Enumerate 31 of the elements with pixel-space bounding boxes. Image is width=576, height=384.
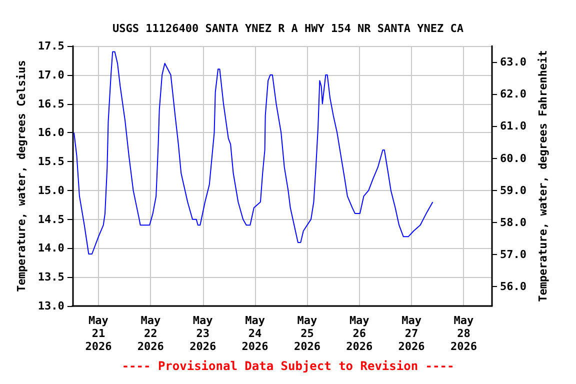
y2-tick-label: 59.0: [500, 184, 526, 197]
y2-tick-label: 56.0: [500, 280, 526, 294]
y-tick-label: 17.0: [38, 68, 64, 82]
y-tick-label: 13.5: [38, 270, 64, 284]
y2-tick-label: 63.0: [500, 56, 526, 69]
x-tick-label: May 23 2026: [190, 314, 216, 353]
y2-tick-label: 58.0: [500, 216, 526, 230]
y2-tick-label: 62.0: [500, 88, 526, 101]
y-axis-title: Temperature, water, degrees Celsius: [15, 60, 28, 292]
x-tick-label: May 22 2026: [137, 314, 164, 353]
x-tick-label: May 24 2026: [242, 314, 269, 353]
x-tick-label: May 27 2026: [398, 314, 426, 353]
y-tick-label: 14.5: [38, 212, 64, 226]
x-tick-label: May 28 2026: [450, 314, 478, 353]
text: ---- Provisional Data Subject to Revision ----: [122, 359, 454, 373]
x-tick-label: May 25 2026: [294, 314, 321, 353]
y-tick-label: 15.0: [38, 184, 64, 197]
y-tick-label: 16.0: [38, 126, 64, 140]
x-tick-label: May 26 2026: [346, 314, 373, 353]
y-tick-label: 15.5: [38, 155, 64, 168]
y2-tick-label: 57.0: [500, 248, 526, 262]
y-tick-label: 13.0: [38, 300, 64, 312]
y-tick-label: 16.5: [38, 97, 64, 110]
y2-tick-label: 60.0: [500, 152, 526, 165]
x-tick-label: May 21 2026: [85, 314, 112, 353]
y2-tick-label: 61.0: [500, 120, 526, 133]
chart-title: USGS 11126400 SANTA YNEZ R A HWY 154 NR SANTA YNEZ CA: [112, 22, 464, 35]
y-tick-label: 17.5: [38, 40, 64, 52]
line-series: [74, 51, 434, 254]
y-tick-label: 14.0: [38, 242, 64, 255]
y2-axis-title: Temperature, water, degrees Fahrenheit: [536, 50, 550, 302]
